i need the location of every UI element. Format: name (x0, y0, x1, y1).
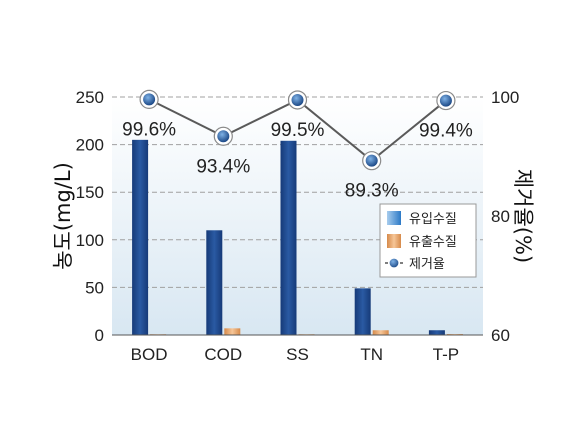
y-tick-label-left: 100 (76, 231, 104, 250)
outflow-bar (372, 330, 389, 335)
removal-rate-label: 89.3% (345, 181, 399, 202)
inflow-bar (132, 139, 149, 335)
y-tick-label-left: 250 (76, 88, 104, 107)
y-tick-label-left: 0 (95, 326, 104, 345)
x-tick-label: SS (286, 345, 309, 364)
inflow-bar (354, 288, 371, 335)
x-tick-label: T-P (433, 345, 459, 364)
y-tick-label-right: 80 (491, 207, 510, 226)
legend-label-outflow: 유출수질 (409, 235, 457, 250)
y-ticks-right: 60 80 100 (491, 88, 519, 345)
inflow-bar (280, 140, 297, 335)
y-tick-label-right: 60 (491, 326, 510, 345)
x-tick-label: TN (360, 345, 383, 364)
y-axis-title-left: 농도(mg/L) (51, 162, 75, 270)
removal-rate-marker (439, 94, 452, 107)
inflow-bar (206, 230, 223, 335)
removal-rate-label: 99.6% (122, 119, 176, 140)
y-tick-label-left: 200 (76, 136, 104, 155)
legend-label-inflow: 유입수질 (409, 212, 457, 227)
removal-rate-label: 99.5% (271, 120, 325, 141)
x-tick-label: COD (204, 345, 242, 364)
y-tick-label-left: 150 (76, 183, 104, 202)
removal-rate-label: 99.4% (419, 121, 473, 142)
inflow-bar (428, 330, 445, 335)
removal-rate-marker (291, 93, 304, 106)
legend-label-removal: 제거율 (409, 257, 445, 272)
legend-swatch-marker (388, 257, 400, 269)
y-ticks-left: 0 50 100 150 200 250 (76, 88, 104, 345)
y-tick-label-left: 50 (85, 278, 104, 297)
removal-rate-marker (143, 93, 156, 106)
x-ticks: BOD COD SS TN T-P (131, 345, 459, 364)
legend: 유입수질 유출수질 제거율 (379, 203, 477, 278)
removal-rate-marker (217, 130, 230, 143)
y-axis-title-right: 제거율(%) (511, 169, 535, 263)
outflow-bar (224, 328, 241, 335)
legend-swatch-outflow (387, 234, 401, 248)
removal-rate-line: 99.6% 93.4% 99.5% 89.3% 99.4% (122, 89, 473, 202)
removal-rate-marker (365, 154, 378, 167)
y-tick-label-right: 100 (491, 88, 519, 107)
legend-swatch-inflow (387, 211, 401, 225)
removal-rate-label: 93.4% (196, 156, 250, 177)
x-tick-label: BOD (131, 345, 168, 364)
